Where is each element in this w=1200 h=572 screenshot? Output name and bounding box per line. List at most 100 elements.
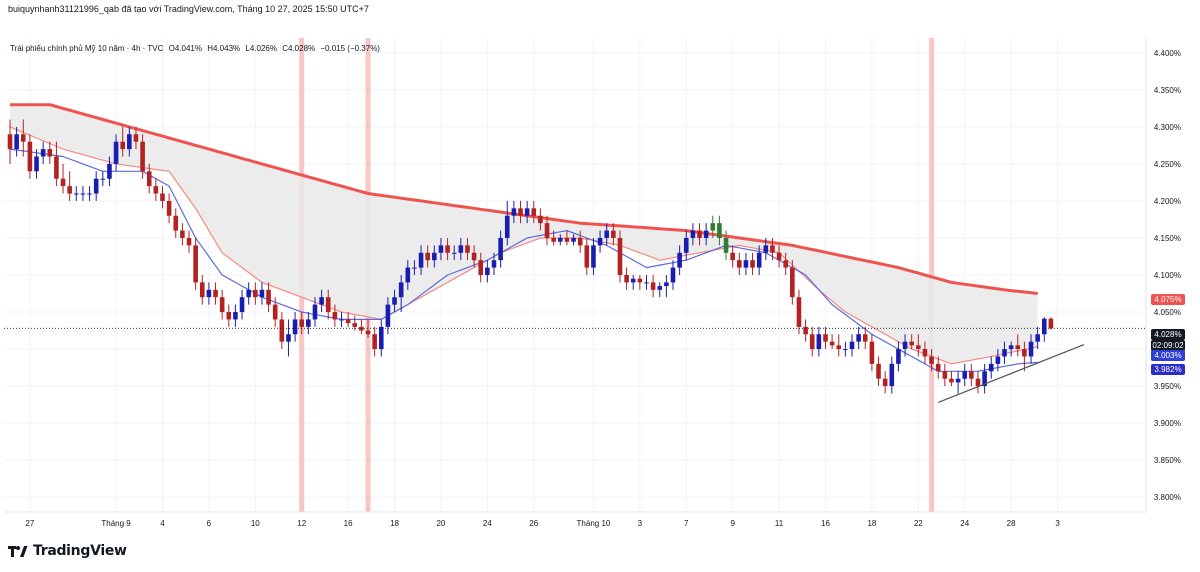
candle-body bbox=[935, 363, 941, 372]
candle-body bbox=[617, 237, 623, 275]
candle-body bbox=[504, 215, 510, 238]
candle-body bbox=[266, 289, 271, 305]
candle-body bbox=[611, 230, 616, 238]
y-tick-label: 4.200% bbox=[1154, 197, 1181, 206]
trendline-group bbox=[4, 327, 1146, 403]
x-tick-label: 28 bbox=[1007, 519, 1016, 528]
candle-body bbox=[703, 230, 709, 238]
x-tick-label: 16 bbox=[821, 519, 830, 528]
symbol-legend: Trái phiếu chính phủ Mỹ 10 năm · 4h · TV… bbox=[10, 44, 383, 53]
moving-averages bbox=[9, 103, 1038, 372]
candle-body bbox=[239, 297, 245, 313]
candle-body bbox=[809, 334, 815, 350]
candle-body bbox=[113, 141, 119, 164]
y-tick-label: 4.150% bbox=[1154, 234, 1181, 243]
countdown-label: 02:09:02 bbox=[1151, 340, 1185, 351]
tradingview-wordmark: TradingView bbox=[33, 543, 127, 559]
candle-body bbox=[465, 245, 470, 253]
legend-low: L4.026% bbox=[245, 44, 277, 53]
candle-body bbox=[286, 334, 291, 342]
candle-body bbox=[929, 356, 934, 364]
candle-body bbox=[677, 252, 682, 268]
candle-body bbox=[630, 278, 636, 283]
x-tick-label: 12 bbox=[297, 519, 306, 528]
candle-body bbox=[544, 223, 550, 238]
candle-body bbox=[186, 237, 192, 246]
y-tick-label: 4.250% bbox=[1154, 160, 1181, 169]
candle-body bbox=[670, 267, 676, 283]
candle-body bbox=[213, 289, 218, 298]
x-tick-label: 6 bbox=[207, 519, 212, 528]
candle-body bbox=[332, 312, 338, 320]
y-tick-label: 4.300% bbox=[1154, 123, 1181, 132]
candle-body bbox=[325, 297, 331, 313]
x-tick-label: 24 bbox=[483, 519, 492, 528]
x-tick-label: Tháng 10 bbox=[577, 519, 611, 528]
candle-body bbox=[345, 319, 351, 324]
candle-body bbox=[259, 289, 265, 298]
candle-body bbox=[80, 193, 86, 195]
candle-body bbox=[743, 260, 749, 268]
candle-body bbox=[756, 252, 762, 268]
candle-body bbox=[166, 200, 172, 216]
support-trendline bbox=[937, 344, 1085, 403]
candle-body bbox=[133, 134, 139, 142]
candle-body bbox=[750, 260, 755, 268]
candle-body bbox=[498, 237, 503, 261]
candle-body bbox=[975, 378, 981, 387]
candle-body bbox=[365, 330, 371, 335]
ma-fast-line bbox=[9, 126, 1038, 365]
x-tick-label: Tháng 9 bbox=[101, 519, 131, 528]
session-marker bbox=[929, 38, 935, 512]
tradingview-logo[interactable]: TradingView bbox=[8, 543, 127, 559]
candle-body bbox=[27, 141, 33, 172]
y-tick-label: 3.950% bbox=[1154, 382, 1181, 391]
ma-slow-price-label: 4.075% bbox=[1151, 294, 1185, 305]
x-tick-label: 3 bbox=[638, 519, 643, 528]
legend-close: C4.028% bbox=[282, 44, 316, 53]
candle-body bbox=[1022, 349, 1027, 357]
candle-body bbox=[995, 356, 1001, 364]
candle-body bbox=[7, 134, 13, 150]
x-tick-label: 7 bbox=[684, 519, 689, 528]
candle-body bbox=[557, 237, 563, 242]
candle-body bbox=[856, 334, 861, 342]
candle-body bbox=[378, 326, 384, 350]
x-tick-label: 11 bbox=[775, 519, 784, 528]
candle-body bbox=[889, 363, 895, 387]
candle-body bbox=[683, 237, 689, 253]
candle-body bbox=[299, 319, 305, 327]
candle-body bbox=[664, 282, 669, 287]
candle-body bbox=[226, 312, 232, 320]
ma-blue2-price-label: 3.982% bbox=[1151, 364, 1185, 375]
candle-body bbox=[949, 378, 954, 383]
candle-body bbox=[597, 237, 603, 246]
last-price-label: 4.028% bbox=[1151, 329, 1185, 340]
candle-body bbox=[385, 304, 391, 327]
candle-body bbox=[823, 334, 828, 342]
legend-open: O4.041% bbox=[168, 44, 202, 53]
candle-body bbox=[982, 371, 987, 387]
x-tick-label: 24 bbox=[960, 519, 969, 528]
y-tick-label: 3.800% bbox=[1154, 493, 1181, 502]
candle-body bbox=[445, 245, 450, 253]
candle-body bbox=[571, 237, 576, 242]
grid-lines bbox=[4, 38, 1146, 512]
candle-body bbox=[511, 208, 517, 216]
x-tick-label: 20 bbox=[436, 519, 445, 528]
candle-body bbox=[199, 282, 205, 298]
y-tick-label: 4.350% bbox=[1154, 86, 1181, 95]
candle-body bbox=[146, 171, 152, 187]
candle-body bbox=[962, 371, 968, 379]
y-tick-label: 4.400% bbox=[1154, 49, 1181, 58]
candle-body bbox=[657, 286, 663, 290]
candle-body bbox=[577, 237, 583, 246]
candle-body bbox=[730, 252, 735, 261]
axes: 4.400% 4.350% 4.300% 4.250% 4.200% 4.150% 4.10… bbox=[4, 38, 1181, 528]
candle-body bbox=[723, 237, 729, 253]
candle-body bbox=[690, 230, 696, 238]
candle-body bbox=[120, 141, 126, 150]
candle-body bbox=[849, 341, 855, 350]
x-tick-label: 27 bbox=[25, 519, 34, 528]
